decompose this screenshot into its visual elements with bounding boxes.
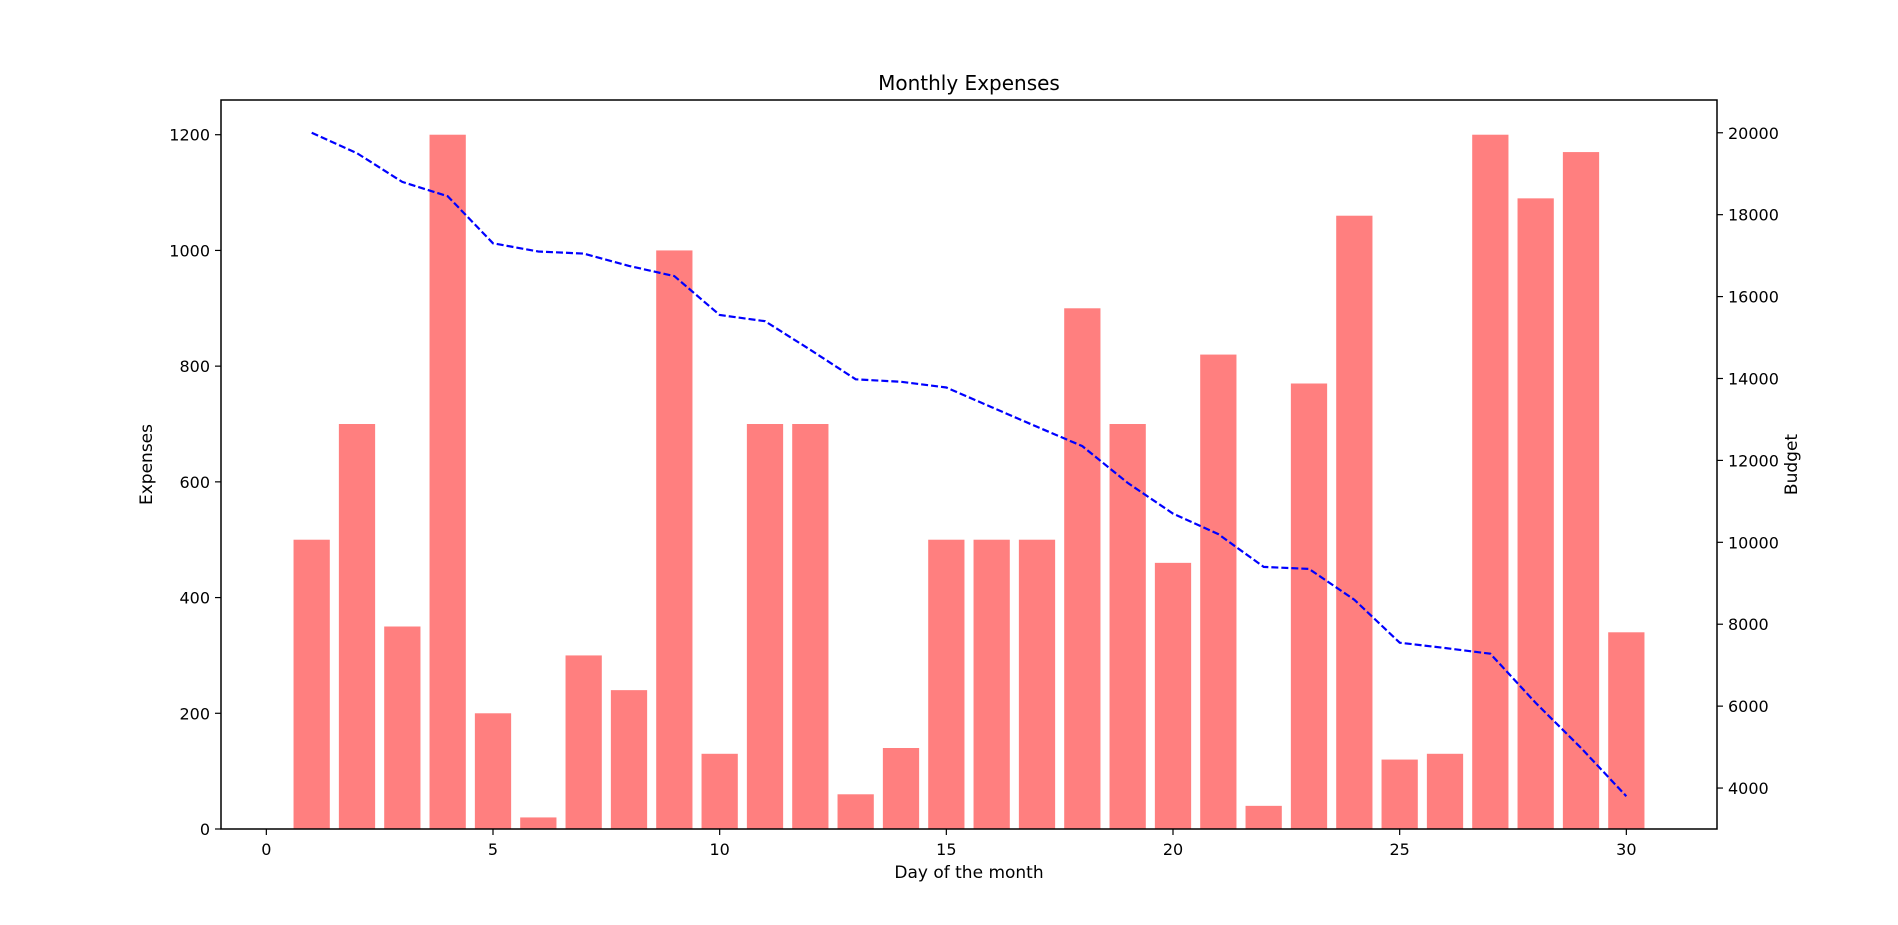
expense-bar <box>928 539 965 829</box>
x-tick-label: 30 <box>1616 840 1636 859</box>
expense-bar <box>1200 354 1237 829</box>
expense-bar <box>1472 134 1509 829</box>
expense-bar <box>474 713 512 829</box>
expense-bar <box>1608 632 1645 829</box>
expense-bar <box>746 424 784 829</box>
budget-line-group <box>311 131 1628 797</box>
expense-bars <box>293 134 1645 830</box>
y2-tick-label: 18000 <box>1728 206 1779 225</box>
y-tick-label: 1200 <box>169 126 210 145</box>
y2-tick-label: 4000 <box>1728 779 1769 798</box>
y2-tick-label: 12000 <box>1728 451 1779 470</box>
expense-bar <box>1018 539 1056 829</box>
y-axis-label: Expenses <box>137 424 157 505</box>
expense-bar <box>1336 215 1373 829</box>
expense-bar <box>837 794 874 829</box>
expense-bar <box>1290 383 1328 829</box>
expense-bar <box>429 134 466 829</box>
expense-bar <box>1562 152 1600 830</box>
expense-bar <box>1154 562 1192 829</box>
y2-tick-label: 14000 <box>1728 369 1779 388</box>
chart-title: Monthly Expenses <box>878 71 1060 95</box>
x-tick-label: 5 <box>488 840 498 859</box>
y-tick-label: 400 <box>179 589 210 608</box>
budget-line <box>311 131 1628 797</box>
y2-tick-label: 10000 <box>1728 533 1779 552</box>
expense-bar <box>1381 759 1418 829</box>
y2-axis-label: Budget <box>1782 434 1802 495</box>
expense-bar <box>293 539 330 829</box>
y-tick-label: 1000 <box>169 241 210 260</box>
x-tick-label: 20 <box>1163 840 1183 859</box>
plot-frame <box>220 99 1718 830</box>
y2-tick-label: 8000 <box>1728 615 1769 634</box>
y-tick-label: 200 <box>179 704 210 723</box>
x-axis-ticks: 0 5 10 15 20 25 30 <box>261 829 1637 859</box>
expense-bar <box>520 817 557 829</box>
y2-axis-ticks: 4000 6000 8000 10000 12000 14000 16000 18000 200… <box>1717 124 1779 798</box>
expense-bar <box>565 655 602 829</box>
expense-bar <box>1245 805 1282 829</box>
x-tick-label: 10 <box>709 840 729 859</box>
expense-bar <box>1109 424 1146 829</box>
expense-bar <box>792 424 829 829</box>
expense-bar <box>1517 198 1554 829</box>
expense-bar <box>973 539 1010 829</box>
expense-bar <box>610 690 648 829</box>
y-tick-label: 600 <box>179 473 210 492</box>
y2-tick-label: 6000 <box>1728 697 1769 716</box>
x-tick-label: 25 <box>1389 840 1409 859</box>
y-tick-label: 800 <box>179 357 210 376</box>
x-axis-label: Day of the month <box>894 863 1043 883</box>
expense-bar <box>701 753 738 829</box>
expense-bar <box>882 748 920 829</box>
y2-tick-label: 20000 <box>1728 124 1779 143</box>
expense-bar <box>1426 753 1464 829</box>
expense-bar <box>384 626 421 829</box>
y-axis-ticks: 0 200 400 600 800 1000 1200 <box>169 126 221 839</box>
y2-tick-label: 16000 <box>1728 288 1779 307</box>
x-tick-label: 15 <box>936 840 956 859</box>
expense-bar <box>656 250 693 829</box>
expense-bar <box>1064 308 1101 829</box>
expense-bar <box>338 424 376 829</box>
x-tick-label: 0 <box>261 840 271 859</box>
y-tick-label: 0 <box>200 820 210 839</box>
